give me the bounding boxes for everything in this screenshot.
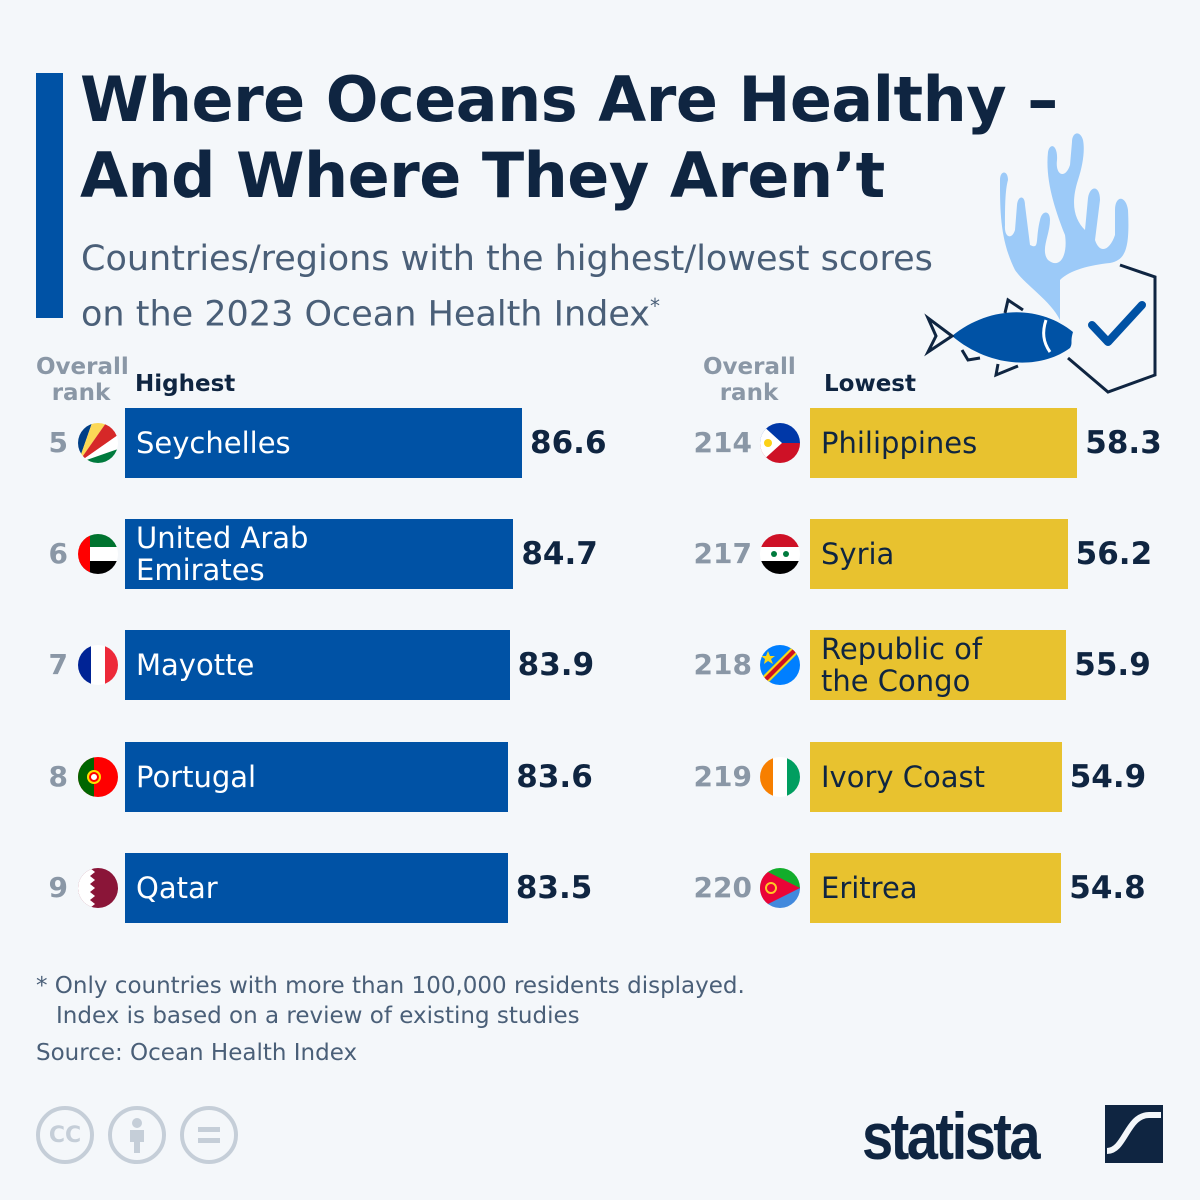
subtitle-line-2: on the 2023 Ocean Health Index* xyxy=(81,283,1001,339)
category-label: Qatar xyxy=(136,871,218,905)
page-title: Where Oceans Are Healthy – And Where They… xyxy=(80,62,1058,214)
subtitle: Countries/regions with the highest/lowes… xyxy=(81,236,1001,339)
title-accent-bar xyxy=(36,73,63,318)
category-label: Ivory Coast xyxy=(821,760,986,794)
flag-icon xyxy=(78,423,118,463)
flag-icon xyxy=(78,868,118,908)
no-derivatives-icon[interactable] xyxy=(180,1106,238,1164)
rank-header-line: rank xyxy=(51,380,111,406)
value-label: 83.6 xyxy=(516,759,593,795)
subtitle-line-1: Countries/regions with the highest/lowes… xyxy=(81,239,933,279)
shield-icon xyxy=(1067,263,1157,394)
statista-logo[interactable]: statista xyxy=(862,1099,1041,1173)
equals-glyph xyxy=(198,1127,220,1143)
flag-icon xyxy=(78,645,118,685)
flag-icon xyxy=(78,534,118,574)
flag-icon xyxy=(760,423,800,463)
value-label: 55.9 xyxy=(1074,647,1151,683)
bar xyxy=(810,630,1067,700)
rank-header-line: Overall xyxy=(36,354,129,380)
category-label: Eritrea xyxy=(821,871,918,905)
person-glyph xyxy=(130,1118,144,1153)
flag-icon xyxy=(760,534,800,574)
rank-label: 5 xyxy=(48,426,68,459)
rank-label: 217 xyxy=(693,537,752,570)
category-label: Philippines xyxy=(821,426,978,460)
bar xyxy=(810,742,1062,812)
rank-label: 6 xyxy=(48,537,68,570)
category-label: Seychelles xyxy=(136,426,291,460)
cc-text: cc xyxy=(48,1122,82,1148)
rank-header-left: Overall rank xyxy=(36,354,129,406)
rank-label: 219 xyxy=(693,760,752,793)
title-line-2: And Where They Aren’t xyxy=(80,139,885,212)
bar xyxy=(810,853,1062,923)
source: Source: Ocean Health Index xyxy=(36,1040,358,1066)
value-label: 83.9 xyxy=(517,647,595,683)
flag-icon xyxy=(760,645,800,685)
rank-label: 8 xyxy=(48,760,68,793)
rank-label: 220 xyxy=(693,871,752,904)
flag-icon xyxy=(78,757,118,797)
footnote-line: Index is based on a review of existing s… xyxy=(56,1003,580,1029)
flag-icon xyxy=(760,868,800,908)
rank-label: 214 xyxy=(693,426,752,459)
bar xyxy=(125,408,523,478)
lowest-header: Lowest xyxy=(824,371,916,397)
flag-icon xyxy=(760,757,800,797)
value-label: 58.3 xyxy=(1085,425,1162,461)
rank-label: 9 xyxy=(48,871,68,904)
value-label: 86.6 xyxy=(530,425,607,461)
fish-icon xyxy=(924,297,1073,378)
attribution-icon[interactable] xyxy=(108,1106,166,1164)
footnote-mark: * xyxy=(649,294,660,318)
rank-header-line: Overall xyxy=(703,354,796,380)
title-line-1: Where Oceans Are Healthy – xyxy=(80,63,1058,136)
category-label: Syria xyxy=(821,537,895,571)
cc-icon[interactable]: cc xyxy=(36,1106,94,1164)
bar xyxy=(810,408,1078,478)
subtitle-text: on the 2023 Ocean Health Index xyxy=(81,294,650,335)
category-label: Portugal xyxy=(136,760,257,794)
bar xyxy=(125,853,508,923)
footnote: * Only countries with more than 100,000 … xyxy=(36,971,745,1031)
footnote-line: * Only countries with more than 100,000 … xyxy=(36,973,745,999)
bar xyxy=(125,742,509,812)
rank-label: 7 xyxy=(48,648,68,681)
category-label: Mayotte xyxy=(136,648,255,682)
value-label: 54.8 xyxy=(1069,870,1146,906)
bar xyxy=(125,519,514,589)
statista-logo-icon xyxy=(1105,1105,1163,1163)
rank-label: 218 xyxy=(693,648,752,681)
rank-header-line: rank xyxy=(719,380,779,406)
coral-icon xyxy=(1000,133,1129,320)
category-label: United Arab Emirates xyxy=(136,521,309,587)
rank-header-right: Overall rank xyxy=(703,354,796,406)
value-label: 84.7 xyxy=(521,536,598,572)
bar xyxy=(125,630,510,700)
highest-header: Highest xyxy=(135,371,236,397)
value-label: 56.2 xyxy=(1075,536,1153,572)
value-label: 54.9 xyxy=(1069,759,1147,795)
value-label: 83.5 xyxy=(515,870,593,906)
checkmark-icon xyxy=(1088,301,1146,346)
category-label: Republic of the Congo xyxy=(821,632,983,698)
ocean-illustration xyxy=(924,133,1157,394)
bar xyxy=(810,519,1068,589)
